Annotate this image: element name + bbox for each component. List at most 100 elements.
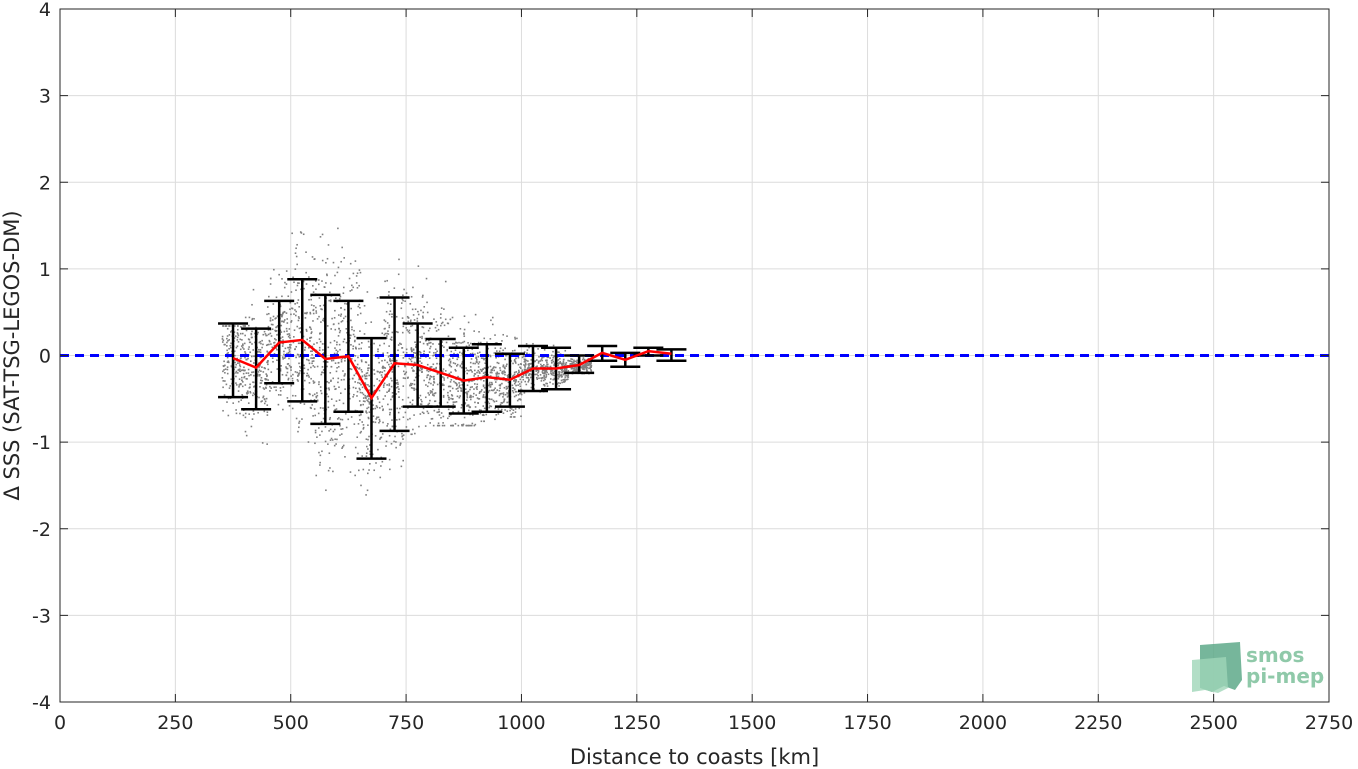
scatter-point bbox=[368, 435, 370, 438]
scatter-point bbox=[337, 377, 340, 380]
scatter-point bbox=[466, 369, 468, 372]
scatter-point bbox=[557, 364, 560, 367]
scatter-point bbox=[482, 395, 485, 398]
scatter-point bbox=[571, 362, 573, 365]
scatter-point bbox=[513, 359, 516, 362]
scatter-point bbox=[316, 399, 319, 402]
scatter-point bbox=[340, 260, 342, 263]
scatter-point bbox=[491, 369, 493, 372]
scatter-point bbox=[354, 381, 356, 383]
scatter-point bbox=[352, 377, 354, 380]
scatter-point bbox=[243, 376, 245, 379]
scatter-point bbox=[365, 383, 367, 386]
scatter-point bbox=[471, 352, 474, 355]
scatter-point bbox=[247, 392, 249, 394]
scatter-point bbox=[522, 355, 525, 358]
scatter-point bbox=[307, 441, 310, 443]
scatter-point bbox=[226, 368, 229, 371]
scatter-point bbox=[449, 318, 452, 321]
scatter-point bbox=[244, 384, 247, 386]
scatter-point bbox=[447, 396, 450, 399]
scatter-point bbox=[366, 291, 369, 293]
scatter-point bbox=[382, 384, 385, 386]
scatter-point bbox=[496, 389, 499, 391]
scatter-point bbox=[302, 280, 305, 283]
scatter-point bbox=[435, 366, 437, 369]
scatter-point bbox=[332, 377, 335, 380]
scatter-point bbox=[244, 334, 246, 337]
scatter-point bbox=[235, 409, 237, 411]
scatter-point bbox=[565, 367, 568, 370]
scatter-point bbox=[460, 363, 463, 365]
scatter-point bbox=[282, 408, 284, 411]
scatter-point bbox=[575, 369, 578, 371]
scatter-point bbox=[306, 358, 308, 361]
y-tick-label: 3 bbox=[39, 86, 51, 108]
scatter-point bbox=[464, 388, 467, 391]
scatter-point bbox=[310, 295, 312, 298]
scatter-point bbox=[368, 374, 370, 377]
scatter-point bbox=[435, 357, 438, 360]
scatter-point bbox=[319, 407, 322, 409]
scatter-point bbox=[288, 334, 291, 337]
scatter-point bbox=[339, 295, 342, 298]
scatter-point bbox=[510, 408, 513, 410]
scatter-point bbox=[279, 337, 282, 339]
scatter-point bbox=[470, 396, 472, 399]
scatter-point bbox=[352, 333, 355, 336]
scatter-point bbox=[419, 341, 421, 343]
scatter-point bbox=[494, 347, 497, 349]
scatter-point bbox=[477, 355, 480, 358]
scatter-point bbox=[304, 346, 307, 349]
scatter-point bbox=[253, 317, 255, 320]
scatter-point bbox=[407, 407, 409, 409]
scatter-point bbox=[364, 322, 367, 324]
scatter-point bbox=[534, 360, 536, 363]
mean-line bbox=[232, 338, 672, 401]
scatter-point bbox=[379, 438, 381, 440]
scatter-point bbox=[367, 400, 369, 403]
scatter-point bbox=[499, 383, 502, 386]
scatter-point bbox=[433, 367, 435, 370]
scatter-point bbox=[237, 334, 240, 337]
scatter-point bbox=[433, 352, 435, 354]
scatter-point bbox=[446, 348, 449, 351]
scatter-point bbox=[261, 346, 263, 349]
scatter-point bbox=[467, 349, 469, 352]
scatter-point bbox=[302, 388, 305, 390]
scatter-point bbox=[419, 350, 421, 353]
scatter-point bbox=[351, 328, 353, 331]
scatter-point bbox=[262, 343, 264, 346]
scatter-point bbox=[512, 412, 514, 414]
scatter-point bbox=[275, 317, 277, 319]
scatter-point bbox=[528, 364, 530, 367]
scatter-point bbox=[313, 357, 315, 359]
scatter-point bbox=[401, 435, 403, 438]
scatter-point bbox=[420, 362, 423, 364]
scatter-point bbox=[288, 350, 291, 353]
scatter-point bbox=[333, 317, 336, 319]
scatter-point bbox=[389, 303, 392, 305]
scatter-point bbox=[334, 362, 337, 364]
scatter-point bbox=[469, 398, 472, 401]
scatter-point bbox=[336, 438, 338, 441]
scatter-point bbox=[444, 370, 447, 372]
scatter-point bbox=[354, 446, 357, 449]
scatter-point bbox=[512, 387, 514, 389]
scatter-point bbox=[292, 373, 294, 376]
scatter-point bbox=[290, 375, 292, 377]
scatter-point bbox=[494, 418, 496, 421]
scatter-point bbox=[477, 362, 480, 365]
scatter-point bbox=[330, 359, 333, 362]
scatter-point bbox=[553, 378, 556, 381]
scatter-point bbox=[373, 389, 376, 392]
scatter-point bbox=[411, 367, 413, 369]
scatter-point bbox=[386, 332, 388, 335]
scatter-point bbox=[318, 381, 320, 383]
scatter-point bbox=[314, 414, 317, 417]
scatter-point bbox=[261, 400, 263, 402]
scatter-point bbox=[397, 331, 399, 334]
scatter-point bbox=[402, 294, 404, 297]
scatter-point bbox=[465, 345, 468, 348]
scatter-point bbox=[429, 390, 432, 392]
